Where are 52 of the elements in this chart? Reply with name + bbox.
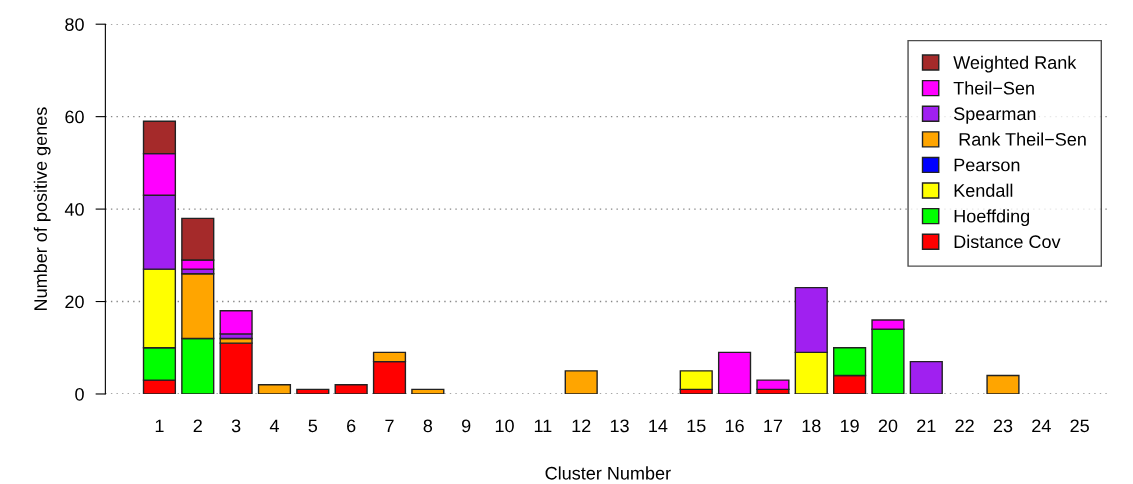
x-tick-label: 24 xyxy=(1032,419,1051,433)
x-tick-label: 9 xyxy=(462,419,471,433)
legend-label: Pearson xyxy=(954,158,1020,172)
x-tick-label: 15 xyxy=(687,419,706,433)
x-tick-label: 12 xyxy=(572,419,591,433)
x-tick-label: 22 xyxy=(955,419,974,433)
legend-label: Rank Theil−Sen xyxy=(959,132,1086,146)
bar xyxy=(334,384,368,394)
legend-label: Hoeffding xyxy=(954,209,1030,227)
x-tick-label: 13 xyxy=(610,419,629,433)
y-tick-label: 80 xyxy=(65,18,84,31)
bar xyxy=(717,351,752,394)
bar xyxy=(679,370,713,391)
x-tick-label: 7 xyxy=(385,419,394,433)
x-tick-label: 5 xyxy=(308,419,318,433)
y-tick-label: 20 xyxy=(65,295,84,309)
legend-label: Theil−Sen xyxy=(953,81,1034,95)
y-tick-label: 0 xyxy=(75,387,84,401)
bar xyxy=(296,388,330,394)
bar xyxy=(219,310,253,335)
y-tick-label: 40 xyxy=(64,203,84,216)
x-tick-label: 6 xyxy=(347,419,356,433)
x-tick-label: 25 xyxy=(1070,419,1089,433)
legend-label: Spearman xyxy=(954,107,1036,124)
x-tick-label: 1 xyxy=(155,419,164,433)
bar xyxy=(257,384,292,394)
x-tick-label: 8 xyxy=(423,419,433,433)
bar xyxy=(564,370,598,394)
bar xyxy=(986,374,1020,394)
x-tick-label: 3 xyxy=(231,419,241,433)
x-tick-label: 19 xyxy=(840,419,859,433)
x-tick-label: 14 xyxy=(649,419,668,433)
x-tick-label: 21 xyxy=(917,419,936,433)
x-tick-label: 2 xyxy=(193,419,202,433)
bar xyxy=(909,360,943,394)
x-tick-label: 23 xyxy=(993,419,1013,433)
x-tick-label: 11 xyxy=(534,419,552,433)
x-axis-title: Cluster Number xyxy=(545,466,671,480)
x-tick-label: 16 xyxy=(725,419,744,433)
bar xyxy=(411,388,445,394)
bar xyxy=(219,342,253,394)
x-tick-label: 17 xyxy=(764,419,783,433)
legend-label: Distance Cov xyxy=(954,234,1061,249)
bar xyxy=(756,379,790,391)
legend-label: Weighted Rank xyxy=(953,55,1077,73)
x-tick-label: 4 xyxy=(269,419,279,433)
x-tick-label: 20 xyxy=(878,419,898,433)
x-tick-label: 18 xyxy=(802,419,821,433)
legend-label: Kendall xyxy=(954,183,1013,197)
y-tick-label: 60 xyxy=(65,110,84,124)
x-tick-label: 10 xyxy=(495,419,514,433)
y-axis-title: Number of positive genes xyxy=(33,107,51,310)
